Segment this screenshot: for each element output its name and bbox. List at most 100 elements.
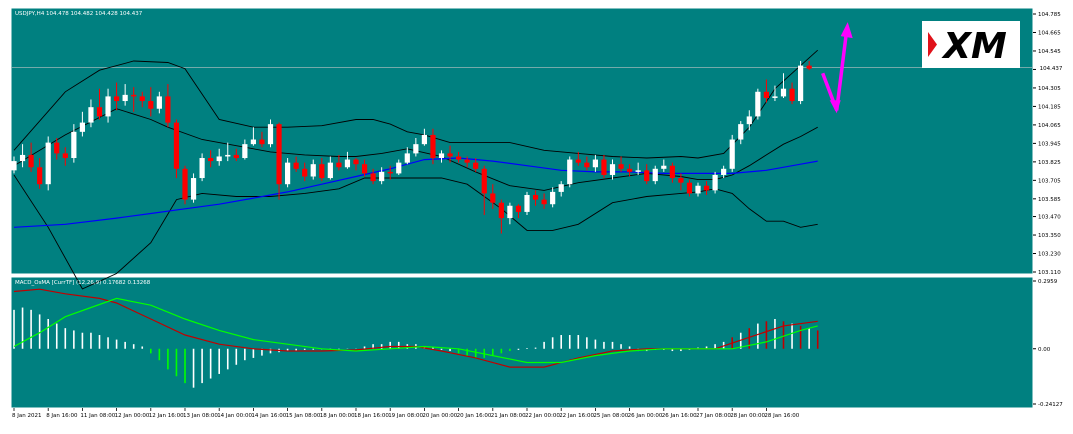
candle <box>618 156 624 172</box>
logo-box <box>922 21 1020 68</box>
candle-body <box>806 65 812 69</box>
candle-body <box>669 165 675 179</box>
price-tick-label: 103.585 <box>1038 197 1061 203</box>
candle <box>404 147 410 165</box>
current-price-marker: 104.437 <box>1036 63 1066 72</box>
candle <box>421 128 427 146</box>
price-tick-label: 104.305 <box>1038 86 1061 92</box>
candle <box>473 158 479 172</box>
candle-body <box>746 116 752 125</box>
candle <box>122 84 128 106</box>
candle-body <box>464 159 470 163</box>
candle-body <box>250 139 256 145</box>
candle <box>541 193 547 209</box>
candle-body <box>473 162 479 169</box>
candle-body <box>498 202 504 219</box>
time-tick-label: 11 Jan 08:00 <box>80 413 115 419</box>
time-tick-label: 21 Jan 08:00 <box>491 413 526 419</box>
candle-body <box>763 91 769 98</box>
time-axis: 8 Jan 2021 8 Jan 16:00 11 Jan 08:00 12 Jan … <box>12 408 800 419</box>
candle-body <box>558 184 564 192</box>
candle <box>319 158 325 182</box>
candle <box>361 159 368 177</box>
candle <box>276 122 282 200</box>
candle <box>524 191 530 216</box>
time-tick-label: 27 Jan 08:00 <box>696 413 731 419</box>
candle <box>575 151 581 166</box>
current-price-label: 104.437 <box>1040 66 1063 72</box>
candle-body <box>199 158 205 179</box>
candle <box>302 162 308 182</box>
candle <box>208 150 214 168</box>
candle <box>11 156 17 174</box>
time-tick-label: 18 Jan 16:00 <box>354 413 389 419</box>
price-tick-label: 103.705 <box>1038 178 1061 184</box>
candle <box>344 151 351 169</box>
candle <box>635 162 641 175</box>
candle-body <box>507 205 513 219</box>
candle-body <box>302 168 308 177</box>
candle-body <box>28 154 34 168</box>
time-tick-label: 18 Jan 00:00 <box>320 413 355 419</box>
candle <box>627 164 633 177</box>
candle-body <box>156 96 162 109</box>
candle <box>772 85 778 102</box>
candle <box>413 137 419 157</box>
candle-body <box>780 88 787 97</box>
time-tick-label: 14 Jan 00:00 <box>217 413 252 419</box>
candlesticks <box>11 60 812 234</box>
candle <box>558 181 564 197</box>
arrow-head-down-icon <box>829 100 841 114</box>
macd-indicator-area[interactable] <box>10 276 1034 409</box>
candle <box>259 131 265 148</box>
price-tick-label: 103.470 <box>1038 215 1061 221</box>
candle <box>131 87 137 112</box>
candle <box>729 134 735 172</box>
candle <box>233 148 239 162</box>
candle-body <box>122 94 128 102</box>
candle <box>387 165 393 180</box>
candle-body <box>336 162 342 168</box>
price-chart-area[interactable] <box>10 7 1034 275</box>
candle-body <box>515 205 522 212</box>
time-tick-label: 26 Jan 00:00 <box>628 413 663 419</box>
candle <box>515 204 522 219</box>
candle <box>225 142 231 162</box>
candle-body <box>755 91 761 117</box>
candle <box>430 128 436 165</box>
logo-chevron-icon <box>928 32 937 57</box>
candle-body <box>387 171 393 174</box>
candle-body <box>19 154 26 162</box>
candle-body <box>738 124 744 140</box>
price-tick-label: 103.350 <box>1038 233 1061 239</box>
candle <box>481 165 487 216</box>
time-tick-label: 12 Jan 00:00 <box>115 413 150 419</box>
price-tick-label: 104.065 <box>1038 123 1061 129</box>
price-tick-label: 103.825 <box>1038 160 1061 166</box>
candle-body <box>190 178 197 200</box>
time-tick-label: 15 Jan 08:00 <box>286 413 321 419</box>
candle-body <box>344 159 351 168</box>
candle <box>678 173 684 191</box>
candle <box>45 136 51 191</box>
candle <box>763 79 769 103</box>
candle-body <box>293 162 299 169</box>
arrow-head-up-icon <box>840 22 853 39</box>
candle <box>71 124 77 163</box>
candle-body <box>524 194 530 212</box>
candle-body <box>584 162 590 168</box>
time-tick-label: 20 Jan 16:00 <box>457 413 492 419</box>
candle <box>148 87 154 117</box>
price-tick-label: 103.945 <box>1038 141 1061 147</box>
candle-body <box>490 193 496 203</box>
time-tick-label: 12 Jan 16:00 <box>149 413 184 419</box>
candle-body <box>541 199 547 205</box>
candle-body <box>567 159 573 185</box>
xm-logo: XM <box>922 21 1020 68</box>
candle-body <box>319 164 325 179</box>
candle-body <box>267 124 274 145</box>
candle-body <box>79 122 85 132</box>
candle-body <box>353 159 359 165</box>
candle-body <box>310 164 316 177</box>
